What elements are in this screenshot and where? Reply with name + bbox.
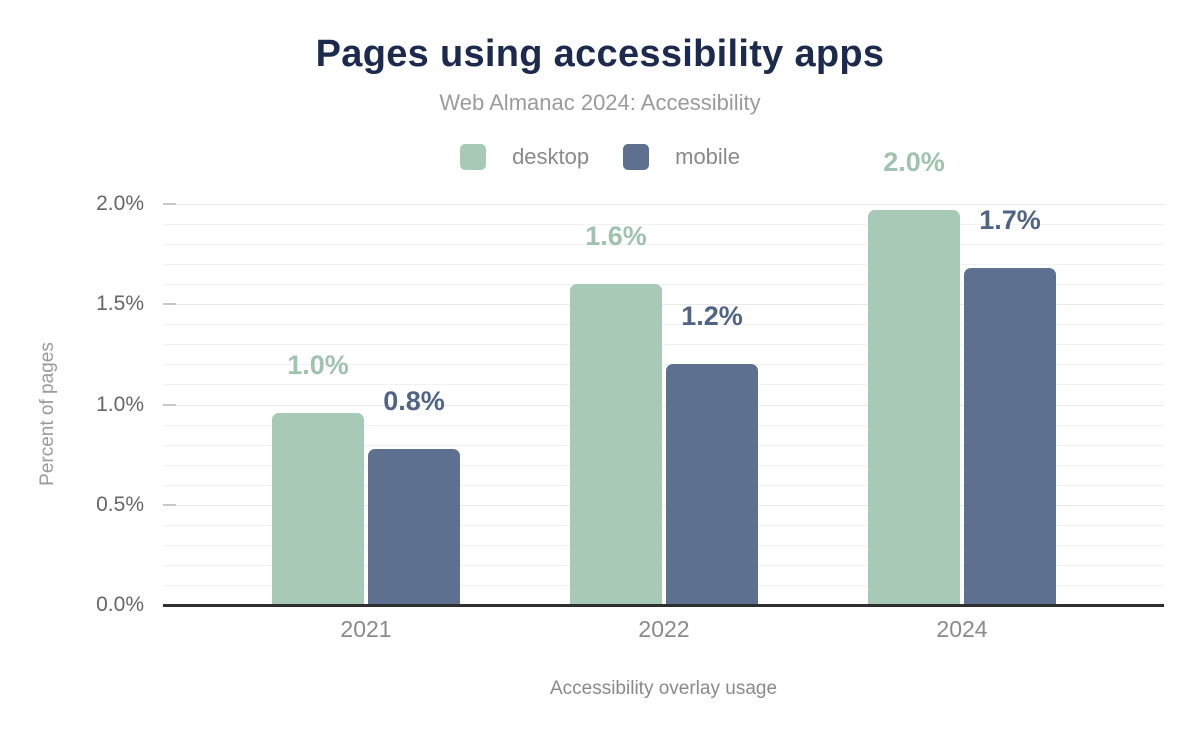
minor-gridline bbox=[163, 224, 1164, 226]
bar-label-desktop-2021: 1.0% bbox=[287, 349, 349, 380]
major-gridline bbox=[163, 504, 1164, 506]
bar-mobile-2024 bbox=[964, 268, 1056, 605]
y-tick-label: 1.0% bbox=[96, 392, 144, 416]
bar-label-desktop-2022: 1.6% bbox=[585, 221, 647, 252]
y-tick-label: 1.5% bbox=[96, 292, 144, 316]
chart-title: Pages using accessibility apps bbox=[315, 33, 885, 75]
minor-gridline bbox=[163, 264, 1164, 266]
bar-desktop-2022 bbox=[570, 284, 662, 605]
legend-label-mobile: mobile bbox=[675, 144, 740, 169]
major-gridline bbox=[163, 204, 1164, 205]
minor-gridline bbox=[163, 244, 1164, 246]
x-tick-label-2024: 2024 bbox=[936, 616, 988, 642]
legend: desktop mobile bbox=[0, 144, 1200, 170]
y-tick-mark bbox=[163, 503, 176, 506]
minor-gridline bbox=[163, 564, 1164, 566]
minor-gridline bbox=[163, 344, 1164, 346]
minor-gridline bbox=[163, 324, 1164, 326]
minor-gridline bbox=[163, 284, 1164, 286]
bar-label-mobile-2024: 1.7% bbox=[979, 205, 1041, 236]
y-axis-title: Percent of pages bbox=[37, 342, 58, 486]
y-tick-mark bbox=[163, 403, 176, 406]
y-tick-mark bbox=[163, 303, 176, 306]
legend-item-desktop: desktop bbox=[460, 144, 589, 170]
legend-swatch-mobile-icon bbox=[623, 144, 650, 170]
minor-gridline bbox=[163, 464, 1164, 466]
bar-label-desktop-2024: 2.0% bbox=[883, 147, 945, 177]
x-tick-label-2022: 2022 bbox=[638, 616, 690, 642]
x-tick-label-2021: 2021 bbox=[340, 616, 392, 642]
minor-gridline bbox=[163, 584, 1164, 586]
major-gridline bbox=[163, 304, 1164, 306]
bar-label-mobile-2022: 1.2% bbox=[681, 301, 743, 332]
chart-subtitle: Web Almanac 2024: Accessibility bbox=[439, 90, 761, 115]
y-tick-label: 0.0% bbox=[96, 593, 144, 616]
bar-label-mobile-2021: 0.8% bbox=[383, 385, 445, 416]
legend-item-mobile: mobile bbox=[623, 144, 740, 170]
minor-gridline bbox=[163, 384, 1164, 386]
minor-gridline bbox=[163, 524, 1164, 526]
x-axis-line bbox=[163, 604, 1164, 607]
y-tick-mark bbox=[163, 203, 176, 205]
legend-label-desktop: desktop bbox=[512, 144, 590, 169]
y-tick-label: 2.0% bbox=[96, 192, 144, 215]
legend-swatch-desktop-icon bbox=[460, 144, 487, 170]
bar-desktop-2024 bbox=[868, 210, 960, 605]
y-tick-label: 0.5% bbox=[96, 492, 144, 516]
minor-gridline bbox=[163, 444, 1164, 446]
bar-desktop-2021 bbox=[272, 412, 364, 605]
x-axis-title: Accessibility overlay usage bbox=[549, 678, 778, 699]
minor-gridline bbox=[163, 484, 1164, 486]
minor-gridline bbox=[163, 424, 1164, 426]
minor-gridline bbox=[163, 364, 1164, 366]
major-gridline bbox=[163, 404, 1164, 406]
bar-mobile-2022 bbox=[666, 364, 758, 605]
bar-mobile-2021 bbox=[368, 448, 460, 605]
minor-gridline bbox=[163, 544, 1164, 546]
